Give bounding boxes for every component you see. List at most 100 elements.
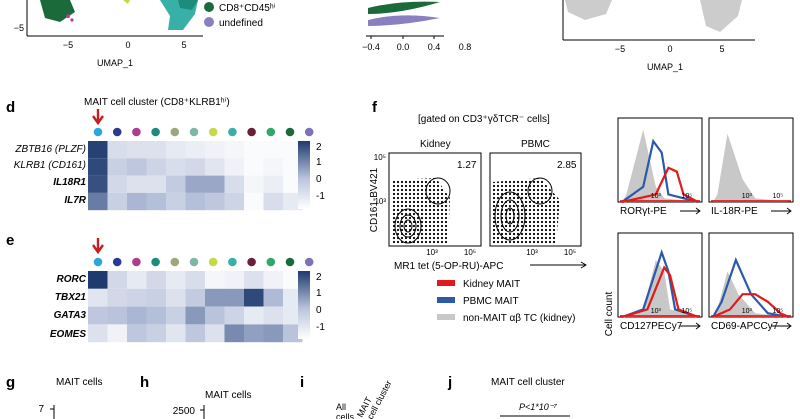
panel-j-pvalue: P<1*10⁻⁷: [519, 402, 558, 412]
panel-h-title: MAIT cells: [205, 390, 252, 401]
heatmap-cell: [127, 175, 147, 193]
heatmap-cell: [127, 141, 147, 159]
cluster-dot: [112, 127, 122, 137]
umap-xtick: −5: [63, 40, 73, 50]
panel-h-letter: h: [140, 374, 149, 391]
histogram-label: CD69-APCCy7: [711, 321, 779, 332]
panel-j-letter: j: [447, 374, 452, 391]
umap-xtick: 5: [181, 40, 186, 50]
cluster-dot: [132, 127, 141, 137]
violin-purple: [368, 15, 440, 26]
histogram-tick: 10³: [651, 193, 662, 200]
panel-i-cells: cells: [336, 412, 355, 419]
histogram-nonmait: [622, 129, 698, 202]
cluster-dot-row-e: [93, 257, 314, 267]
legend-dot-undefined: [204, 17, 214, 27]
heatmap-cell: [263, 175, 283, 193]
umap-cluster-green: [40, 0, 75, 22]
flow-xtick: 10⁵: [464, 248, 476, 257]
heatmap-e: [88, 271, 303, 343]
heatmap-cell: [263, 141, 283, 159]
histogram-arrow-icon: [771, 207, 792, 215]
flow-xtick: 10³: [526, 248, 538, 257]
colorbar-e-gradient: [298, 271, 310, 339]
flow-xtick: 10⁵: [564, 248, 576, 257]
histogram-kidney: [621, 265, 699, 319]
heatmap-cell: [107, 324, 127, 343]
panel-e-letter: e: [6, 232, 14, 249]
cluster-dot: [247, 257, 256, 267]
violin-xtick: 0.0: [397, 42, 410, 52]
heatmap-cell: [107, 141, 127, 159]
histogram-tick: 10⁵: [773, 193, 784, 200]
flow-contour: [500, 199, 520, 233]
heatmap-cell: [88, 141, 108, 159]
cluster-dot: [285, 127, 295, 137]
flow-contour: [494, 191, 526, 241]
histogram-tick: 10⁵: [773, 308, 784, 315]
umap-dot: [66, 14, 70, 18]
heatmap-cell: [205, 158, 225, 176]
colorbar-tick: 0: [316, 305, 322, 316]
umap-cluster-yellow: [123, 0, 130, 4]
heatmap-cell: [88, 306, 108, 325]
flow-contour: [403, 219, 413, 233]
heatmap-cell: [127, 288, 147, 307]
panel-g-letter: g: [6, 374, 15, 391]
heatmap-cell: [88, 288, 108, 307]
histogram-arrow-icon: [771, 322, 792, 330]
heatmap-cell: [127, 192, 147, 211]
gene-label: KLRB1 (CD161): [14, 160, 86, 171]
cluster-dot: [132, 257, 141, 267]
panel-d-letter: d: [6, 99, 15, 116]
flow-dots: [493, 178, 560, 244]
panel-f-letter: f: [372, 99, 378, 116]
heatmap-cell: [88, 192, 108, 211]
panel-j-title: MAIT cell cluster: [491, 377, 565, 388]
colorbar-tick: -1: [316, 191, 325, 202]
arrow-e-icon: [92, 238, 104, 255]
legend-label-pbmc: PBMC MAIT: [463, 296, 519, 307]
heatmap-cell: [88, 158, 108, 176]
heatmap-cell: [283, 192, 303, 211]
histogram-nonmait: [713, 133, 789, 202]
histogram-kidney: [712, 293, 790, 319]
cluster-dot: [93, 127, 103, 137]
heatmap-cell: [244, 192, 264, 211]
heatmap-cell: [224, 306, 244, 325]
heatmap-cell: [244, 271, 264, 289]
heatmap-cell: [244, 141, 264, 159]
flow-contour: [394, 208, 422, 244]
flow-percent-pbmc: 2.85: [557, 160, 577, 171]
histogram-grid: 10³ 10⁵ RORγt-PE 10³ 10⁵ IL-18R-PE 10³ 10⁵ CD127…: [617, 117, 794, 332]
heatmap-cell: [185, 324, 205, 343]
panel-i-letter: i: [300, 374, 304, 391]
panel-d-title: MAIT cell cluster (CD8⁺KLRB1ʰⁱ): [84, 97, 230, 108]
legend-label-undefined: undefined: [219, 18, 263, 29]
legend-label-nonmait: non-MAIT αβ TC (kidney): [463, 313, 576, 324]
cell-count-label: Cell count: [604, 292, 615, 337]
umap-right-xtick: −5: [615, 44, 625, 54]
histogram-arrow-icon: [680, 322, 701, 330]
heatmap-cell: [185, 141, 205, 159]
flow-ytick-high: 10⁵: [374, 153, 386, 162]
heatmap-cell: [263, 271, 283, 289]
flow-xtick: 10³: [426, 248, 438, 257]
cluster-dot: [170, 257, 180, 267]
histogram-tick: 10³: [742, 308, 753, 315]
cluster-dot: [208, 257, 218, 267]
cluster-dot-row-d: [93, 127, 314, 137]
umap-ytick: −5: [14, 23, 24, 33]
cluster-dot: [170, 127, 180, 137]
heatmap-cell: [185, 192, 205, 211]
kidney-label: Kidney: [420, 139, 451, 150]
heatmap-cell: [224, 192, 244, 211]
umap-right-xlabel: UMAP_1: [647, 62, 683, 72]
heatmap-cell: [205, 288, 225, 307]
heatmap-cell: [263, 306, 283, 325]
gene-label: RORC: [57, 274, 87, 285]
heatmap-cell: [146, 288, 166, 307]
umap-cluster-teal-dark: [178, 0, 198, 10]
heatmap-cell: [166, 324, 186, 343]
flow-percent-kidney: 1.27: [457, 160, 477, 171]
